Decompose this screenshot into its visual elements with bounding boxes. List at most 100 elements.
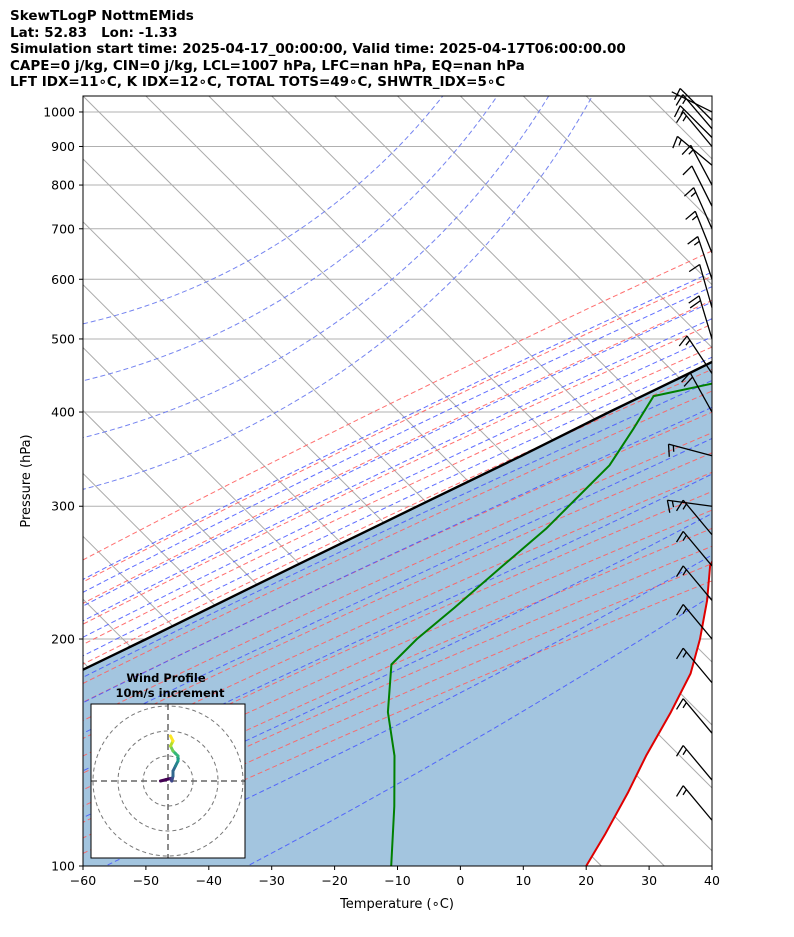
location-line: Lat: 52.83 Lon: -1.33 <box>10 24 178 41</box>
moist-adiabat <box>83 286 712 593</box>
barb-staff <box>682 604 713 640</box>
barb-flag <box>681 144 692 155</box>
barb-staff <box>682 698 713 734</box>
barb-staff <box>668 443 713 457</box>
x-tick-label: −40 <box>196 873 222 888</box>
wind-barb <box>675 565 713 601</box>
barb-flag <box>675 531 684 543</box>
barb-staff <box>679 105 713 138</box>
x-axis-label: Temperature (∘C) <box>339 897 454 912</box>
wind-barb <box>675 530 713 567</box>
y-tick-label: 500 <box>51 331 75 346</box>
x-tick-label: −60 <box>70 873 96 888</box>
barb-staff <box>690 145 713 186</box>
barb-staff <box>686 335 713 374</box>
barb-staff <box>682 565 713 601</box>
dry-adiabat <box>83 368 712 665</box>
moist-adiabat <box>83 318 712 622</box>
y-tick-label: 700 <box>51 221 75 236</box>
barb-flag <box>673 105 681 118</box>
temperature-line <box>585 559 712 866</box>
x-tick-label: 30 <box>641 873 657 888</box>
x-tick-label: 0 <box>456 873 464 888</box>
wind-barb <box>688 263 713 308</box>
barb-flag <box>675 565 684 577</box>
wind-barb <box>675 647 713 684</box>
barb-half-flag <box>682 503 687 510</box>
x-tick-label: −10 <box>384 873 410 888</box>
wind-barb <box>675 745 713 781</box>
y-tick-label: 900 <box>51 139 75 154</box>
barb-half-flag <box>682 607 687 615</box>
y-tick-label: 400 <box>51 405 75 420</box>
profile-lines <box>83 360 712 866</box>
barb-half-flag <box>690 191 697 197</box>
dry-adiabat <box>83 471 712 757</box>
barb-half-flag <box>682 115 687 122</box>
y-tick-label: 600 <box>51 272 75 287</box>
wind-barb <box>667 443 713 457</box>
y-tick-label: 300 <box>51 499 75 514</box>
barb-half-flag <box>685 339 691 346</box>
barb-flag <box>681 372 691 383</box>
barb-staff <box>697 236 713 280</box>
background-adiabats <box>83 96 712 866</box>
y-tick-label: 100 <box>51 859 75 874</box>
isotherm-line <box>397 96 712 412</box>
barb-staff <box>682 111 713 147</box>
barb-half-flag <box>693 240 700 246</box>
y-axis-label: Pressure (hPa) <box>19 434 34 527</box>
inset-frame <box>90 703 246 859</box>
barb-staff <box>698 295 713 340</box>
barb-flag <box>687 236 699 245</box>
x-tick-label: 10 <box>515 873 531 888</box>
barb-flag <box>682 165 693 176</box>
wind-barb <box>666 499 713 513</box>
barb-flag <box>675 698 684 710</box>
barb-staff <box>694 211 713 254</box>
barb-half-flag <box>682 749 687 756</box>
hodograph-segment <box>169 734 175 743</box>
barb-staff <box>667 499 713 507</box>
x-tick-label: 40 <box>704 873 720 888</box>
wind-barb <box>688 295 713 340</box>
dry-adiabat <box>83 452 712 740</box>
x-tick-label: −20 <box>321 873 347 888</box>
axes: −60 −50 −40 −30 −20 −10 0 10 20 30 40 1000 900 800 700… <box>43 104 720 888</box>
y-tick-label: 800 <box>51 178 75 193</box>
barb-staff <box>679 87 713 121</box>
barb-flag <box>689 300 701 309</box>
dewpoint-line <box>386 382 712 866</box>
barb-flag <box>688 263 701 273</box>
barb-staff <box>671 91 713 113</box>
moist-adiabat <box>83 473 712 772</box>
chart-header: SkewTLogP NottmEMids Lat: 52.83 Lon: -1.… <box>10 8 626 91</box>
barb-flag <box>683 187 695 197</box>
barb-flag <box>675 745 684 757</box>
isotherm-line <box>334 96 712 475</box>
isotherm-line <box>522 96 712 286</box>
barb-staff <box>693 187 713 230</box>
dry-adiabat <box>83 509 712 791</box>
barb-flag <box>683 376 694 387</box>
wind-barb <box>678 335 713 374</box>
moist-adiabat <box>83 271 712 581</box>
hodograph-ring <box>117 730 219 832</box>
barb-flag <box>675 647 684 660</box>
wind-barb <box>681 372 713 413</box>
barb-half-flag <box>678 139 682 146</box>
barb-staff <box>699 264 713 308</box>
wind-barb <box>671 91 713 113</box>
barb-half-flag <box>682 789 687 796</box>
wind-barb <box>672 135 713 166</box>
moist-adiabat <box>83 406 712 704</box>
barb-flag <box>678 335 688 347</box>
wind-barb <box>675 604 713 640</box>
barb-half-flag <box>682 534 687 541</box>
wind-barb <box>675 698 713 734</box>
moist-adiabat <box>83 379 712 678</box>
barb-flag <box>666 500 671 513</box>
barb-half-flag <box>688 149 694 155</box>
barb-flag <box>672 136 679 149</box>
